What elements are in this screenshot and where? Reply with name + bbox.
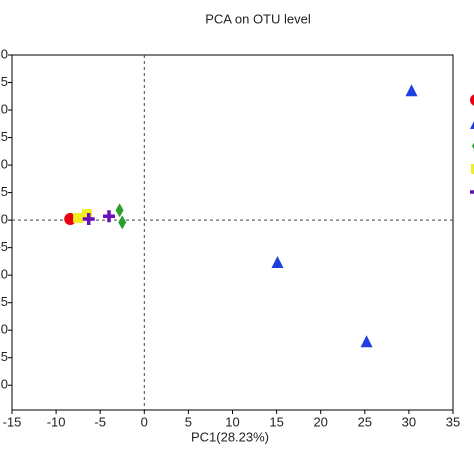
y-tick-label: 15 bbox=[0, 129, 8, 144]
x-tick-label: 10 bbox=[225, 414, 239, 429]
x-tick-label: 5 bbox=[185, 414, 192, 429]
point bbox=[405, 84, 418, 97]
y-tick-label: 10 bbox=[0, 157, 8, 172]
x-tick-label: 25 bbox=[358, 414, 372, 429]
legend-marker bbox=[471, 164, 474, 174]
x-axis-label: PC1(28.23%) bbox=[191, 429, 269, 444]
y-tick-label: 30 bbox=[0, 46, 8, 61]
y-tick-label: -20 bbox=[0, 322, 8, 337]
x-tick-label: 30 bbox=[402, 414, 416, 429]
y-tick-label: -10 bbox=[0, 267, 8, 282]
point bbox=[271, 255, 284, 268]
y-tick-label: 20 bbox=[0, 101, 8, 116]
x-tick-label: 15 bbox=[269, 414, 283, 429]
point bbox=[360, 335, 373, 348]
y-tick-label: 0 bbox=[1, 212, 8, 227]
x-tick-label: 35 bbox=[446, 414, 460, 429]
y-tick-label: -30 bbox=[0, 377, 8, 392]
point bbox=[115, 203, 124, 218]
y-tick-label: -25 bbox=[0, 349, 8, 364]
y-tick-label: -15 bbox=[0, 294, 8, 309]
point bbox=[73, 212, 84, 223]
x-tick-label: -5 bbox=[94, 414, 106, 429]
x-tick-label: -15 bbox=[3, 414, 22, 429]
y-tick-label: -5 bbox=[0, 239, 8, 254]
point bbox=[118, 215, 127, 230]
point bbox=[103, 210, 116, 223]
point bbox=[82, 213, 95, 226]
x-tick-label: -10 bbox=[47, 414, 66, 429]
y-tick-label: 25 bbox=[0, 74, 8, 89]
y-tick-label: 5 bbox=[1, 184, 8, 199]
legend-marker bbox=[470, 94, 474, 106]
legend-marker bbox=[470, 190, 474, 194]
plot-frame bbox=[11, 54, 454, 411]
chart-title: PCA on OTU level bbox=[205, 11, 311, 26]
x-tick-label: 20 bbox=[313, 414, 327, 429]
legend-marker bbox=[470, 121, 474, 129]
x-tick-label: 0 bbox=[141, 414, 148, 429]
point bbox=[81, 209, 92, 220]
